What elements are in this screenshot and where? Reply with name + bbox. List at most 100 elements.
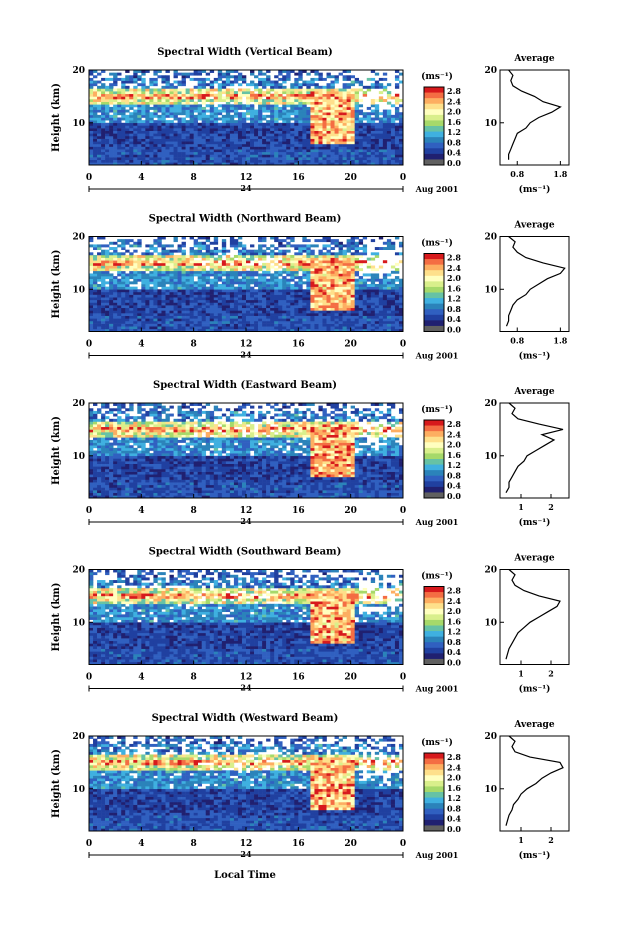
heatmap-cell	[237, 294, 243, 298]
heatmap-cell	[286, 289, 291, 293]
heatmap-cell	[294, 93, 299, 97]
heatmap-cell	[189, 302, 194, 306]
heatmap-cell	[189, 247, 194, 250]
heatmap-cell	[113, 96, 118, 100]
heatmap-cell	[97, 128, 102, 131]
heatmap-cell	[386, 125, 392, 129]
heatmap-cell	[390, 117, 396, 121]
heatmap-cell	[354, 284, 360, 287]
heatmap-cell	[326, 328, 331, 332]
heatmap-cell	[225, 117, 231, 121]
heatmap-cell	[197, 318, 203, 322]
heatmap-cell	[89, 434, 94, 438]
heatmap-cell	[105, 318, 110, 322]
heatmap-cell	[246, 109, 251, 113]
heatmap-cell	[177, 120, 182, 124]
heatmap-cell	[310, 106, 315, 110]
heatmap-cell	[193, 244, 198, 248]
heatmap-cell	[149, 289, 154, 293]
average-frame	[499, 236, 570, 332]
heatmap-cell	[346, 320, 351, 324]
heatmap-cell	[177, 135, 182, 139]
heatmap-cell	[326, 318, 331, 322]
heatmap-cell	[177, 101, 182, 105]
heatmap-cell	[197, 106, 203, 110]
heatmap-cell	[334, 151, 339, 155]
heatmap-cell	[149, 117, 154, 121]
heatmap-cell	[270, 260, 275, 264]
heatmap-cell	[390, 294, 396, 298]
heatmap-cell	[294, 120, 299, 124]
heatmap-cell	[101, 77, 106, 81]
heatmap-cell	[157, 70, 162, 73]
heatmap-cell	[217, 254, 223, 258]
heatmap-cell	[382, 320, 388, 324]
heatmap-cell	[129, 244, 134, 248]
heatmap-cell	[322, 143, 327, 147]
heatmap-cell	[250, 289, 255, 293]
heatmap-cell	[105, 130, 110, 134]
heatmap-cell	[278, 310, 283, 314]
heatmap-cell	[282, 75, 287, 79]
heatmap-cell	[290, 302, 295, 306]
heatmap-cell	[241, 315, 247, 319]
heatmap-cell	[306, 125, 311, 129]
heatmap-cell	[221, 328, 227, 332]
heatmap-cell	[362, 260, 368, 264]
heatmap-cell	[97, 302, 102, 306]
heatmap-cell	[370, 318, 376, 322]
heatmap-cell	[362, 286, 368, 290]
heatmap-cell	[169, 133, 174, 137]
heatmap-cell	[346, 130, 351, 134]
heatmap-cell	[362, 278, 368, 282]
heatmap-cell	[209, 106, 215, 110]
heatmap-cell	[250, 157, 255, 161]
heatmap-cell	[362, 320, 368, 324]
heatmap-cell	[105, 162, 110, 166]
heatmap-cell	[149, 326, 154, 330]
heatmap-cell	[217, 262, 223, 266]
heatmap-cell	[394, 114, 400, 118]
heatmap-cell	[326, 135, 331, 139]
heatmap-cell	[306, 257, 311, 261]
heatmap-cell	[141, 289, 146, 293]
heatmap-cell	[322, 254, 327, 258]
heatmap-cell	[390, 313, 396, 316]
heatmap-cell	[237, 125, 243, 129]
heatmap-cell	[370, 328, 376, 332]
colorbar-swatch	[424, 298, 444, 305]
heatmap-cell	[213, 294, 219, 298]
heatmap-cell	[197, 77, 203, 81]
heatmap-cell	[382, 128, 388, 131]
heatmap-cell	[193, 130, 198, 134]
heatmap-cell	[370, 326, 376, 330]
heatmap-cell	[282, 244, 287, 248]
heatmap-cell	[310, 318, 315, 322]
heatmap-cell	[306, 286, 311, 290]
heatmap-cell	[290, 276, 295, 280]
heatmap-cell	[306, 328, 311, 332]
heatmap-cell	[201, 96, 207, 100]
heatmap-cell	[217, 323, 223, 327]
heatmap-cell	[322, 318, 327, 322]
heatmap-cell	[306, 128, 311, 131]
heatmap-cell	[189, 101, 194, 105]
heatmap-cell	[266, 265, 271, 269]
heatmap-cell	[113, 307, 118, 311]
heatmap-cell	[193, 162, 198, 166]
heatmap-cell	[161, 276, 166, 280]
heatmap-cell	[270, 130, 275, 134]
heatmap-cell	[97, 276, 102, 280]
heatmap-cell	[326, 91, 331, 95]
heatmap-cell	[225, 294, 231, 298]
heatmap-cell	[169, 128, 174, 131]
heatmap-cell	[314, 307, 319, 311]
heatmap-cell	[298, 112, 303, 116]
heatmap-cell	[197, 252, 203, 256]
heatmap-cell	[173, 149, 178, 153]
heatmap-cell	[153, 257, 158, 261]
heatmap-cell	[306, 268, 311, 272]
heatmap-cell	[109, 96, 114, 100]
heatmap-cell	[334, 109, 339, 113]
heatmap-cell	[125, 268, 130, 272]
